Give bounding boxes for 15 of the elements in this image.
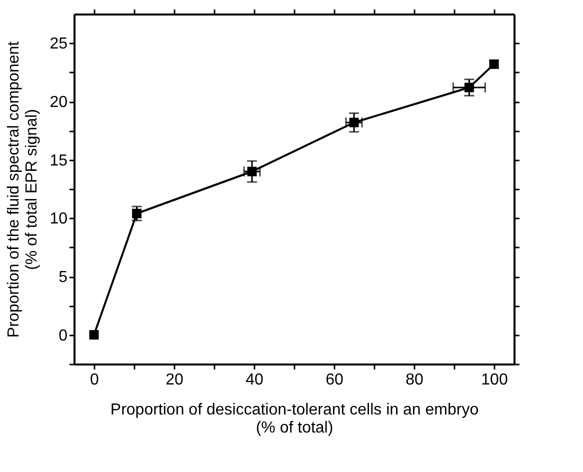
y-tick-label: 0 xyxy=(58,327,68,344)
x-tick-label: 0 xyxy=(90,372,100,388)
x-tick-label: 40 xyxy=(246,372,264,388)
x-tick-label: 100 xyxy=(481,372,508,388)
y-axis-title: Proportion of the fluid spectral component (% of total EPR signal) xyxy=(6,40,41,338)
x-tick-label: 20 xyxy=(166,372,184,388)
x-axis-title: Proportion of desiccation-tolerant cells in an embryo (% of total) xyxy=(110,402,479,436)
y-tick-label: 20 xyxy=(50,94,68,111)
x-tick-label: 80 xyxy=(406,372,424,388)
y-tick-label: 5 xyxy=(58,269,68,286)
y-tick-label: 10 xyxy=(50,210,68,228)
x-tick-label: 60 xyxy=(326,372,344,388)
y-tick-label: 25 xyxy=(50,36,68,53)
y-tick-label: 15 xyxy=(50,152,68,170)
point xyxy=(89,330,99,340)
